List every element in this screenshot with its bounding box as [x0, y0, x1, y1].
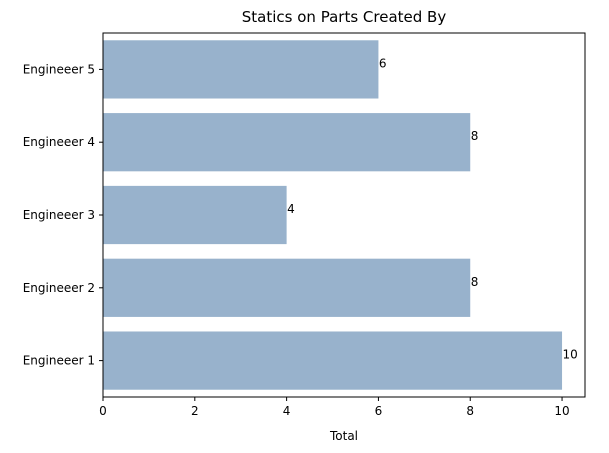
x-tick-label: 8 — [466, 404, 474, 418]
x-tick-label: 10 — [554, 404, 569, 418]
y-tick-label: Engineeer 4 — [23, 135, 95, 149]
bars-group — [103, 40, 563, 390]
bar-engineeer-3 — [103, 185, 287, 245]
bar-engineeer-4 — [103, 113, 471, 172]
value-label-engineeer-1: 10 — [563, 348, 578, 362]
chart-title: Statics on Parts Created By — [242, 8, 447, 26]
bar-engineeer-5 — [103, 40, 379, 99]
x-tick-label: 4 — [283, 404, 291, 418]
x-axis-label: Total — [329, 429, 358, 443]
x-tick-label: 6 — [375, 404, 383, 418]
plot-frame — [102, 32, 586, 398]
value-label-engineeer-2: 8 — [471, 275, 479, 289]
y-tick-label: Engineeer 1 — [23, 354, 95, 368]
x-axis: 0 2 4 6 8 10 — [99, 397, 570, 418]
value-label-engineeer-5: 6 — [379, 56, 387, 70]
y-tick-label: Engineeer 3 — [23, 208, 95, 222]
x-tick-label: 0 — [99, 404, 107, 418]
bar-engineeer-1 — [103, 331, 563, 390]
value-labels-group: 10 8 4 8 6 — [287, 56, 578, 361]
value-label-engineeer-3: 4 — [287, 202, 295, 216]
y-tick-label: Engineeer 5 — [23, 62, 95, 76]
y-tick-label: Engineeer 2 — [23, 281, 95, 295]
value-label-engineeer-4: 8 — [471, 129, 479, 143]
y-axis: Engineeer 1 Engineeer 2 Engineeer 3 Enginee… — [23, 62, 103, 368]
x-tick-label: 2 — [191, 404, 199, 418]
bar-engineeer-2 — [103, 258, 471, 317]
